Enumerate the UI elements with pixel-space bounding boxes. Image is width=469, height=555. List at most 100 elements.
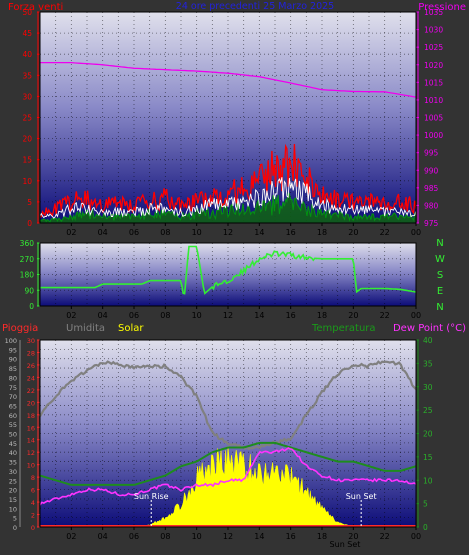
humidity-tick-label: 45: [9, 440, 17, 448]
left-tick-label: 50: [22, 8, 32, 17]
left-tick-label: 5: [27, 198, 32, 207]
temperature-tick-label: 35: [423, 359, 433, 368]
rain-tick-label: 10: [27, 462, 35, 470]
x-tick-label: 00: [411, 532, 421, 541]
left-tick-label: 10: [22, 177, 32, 186]
wind-axis-title: Forza venti: [8, 2, 63, 13]
x-tick-label: 10: [192, 532, 202, 541]
sunrise-label: Sun Rise: [134, 492, 169, 501]
humidity-tick-label: 70: [9, 393, 17, 401]
rain-tick-label: 6: [31, 487, 35, 495]
humidity-tick-label: 55: [9, 421, 17, 429]
rain-tick-label: 20: [27, 399, 35, 407]
x-tick-label: 04: [98, 532, 108, 541]
left-tick-label: 35: [22, 71, 32, 80]
rain-tick-label: 8: [31, 474, 35, 482]
humidity-tick-label: 75: [9, 384, 17, 392]
rain-tick-label: 4: [31, 499, 35, 507]
x-tick-label: 14: [254, 228, 264, 237]
chart-title: 24 ore precedenti 25 Marzo 2025: [176, 1, 334, 12]
humidity-tick-label: 15: [9, 496, 17, 504]
right-tick-label: 1010: [424, 96, 443, 105]
rain-tick-label: 26: [27, 362, 35, 370]
x-tick-label: 08: [160, 532, 170, 541]
temperature-series: [39, 441, 417, 486]
wind-direction-series: [40, 245, 417, 295]
dewpoint-series: [39, 447, 417, 506]
x-tick-label: 08: [160, 311, 170, 320]
rain-axis-title: Pioggia: [2, 323, 38, 334]
x-tick-label: 22: [380, 532, 390, 541]
compass-label: W: [435, 254, 445, 265]
x-tick-label: 06: [129, 532, 139, 541]
left-tick-label: 25: [22, 114, 32, 123]
right-tick-label: 1025: [424, 43, 443, 52]
temperature-tick-label: 5: [423, 500, 428, 509]
x-tick-label: 22: [380, 311, 390, 320]
compass-label: S: [437, 270, 443, 281]
right-tick-label: 1020: [424, 61, 443, 70]
right-tick-label: 1030: [424, 26, 443, 35]
right-tick-label: 975: [424, 219, 439, 228]
x-tick-label: 14: [254, 532, 264, 541]
wind-pressure-panel: 02 04 06 08 10 12 14 16 18 20 22 000510152025303540…: [8, 1, 466, 237]
x-tick-label: 02: [66, 228, 76, 237]
wind-low-series: [39, 191, 417, 224]
x-tick-label: 16: [286, 311, 296, 320]
x-tick-label: 12: [223, 311, 233, 320]
right-tick-label: 1015: [424, 78, 443, 87]
x-tick-label: 18: [317, 228, 327, 237]
x-tick-label: 18: [317, 532, 327, 541]
x-tick-label: 02: [66, 532, 76, 541]
rain-tick-label: 22: [27, 387, 35, 395]
x-tick-label: 20: [348, 532, 358, 541]
humidity-series: [39, 360, 417, 451]
rain-tick-label: 0: [31, 524, 35, 532]
pressure-series: [40, 61, 417, 98]
plot-frame: [39, 11, 417, 224]
temperature-tick-label: 40: [423, 336, 433, 345]
rain-tick-label: 24: [27, 374, 35, 382]
temperature-tick-label: 15: [423, 453, 433, 462]
x-tick-label: 20: [348, 228, 358, 237]
temperature-tick-label: 10: [423, 476, 433, 485]
humidity-tick-label: 65: [9, 402, 17, 410]
humidity-tick-label: 35: [9, 459, 17, 467]
x-tick-label: 00: [411, 228, 421, 237]
x-tick-label: 10: [192, 228, 202, 237]
humidity-tick-label: 30: [9, 468, 17, 476]
sunset-label: Sun Set: [346, 492, 377, 501]
x-tick-label: 16: [286, 532, 296, 541]
temperature-tick-label: 30: [423, 383, 433, 392]
x-tick-label: 10: [192, 311, 202, 320]
right-tick-label: 985: [424, 184, 439, 193]
right-tick-label: 995: [424, 149, 439, 158]
rain-tick-label: 28: [27, 349, 35, 357]
rain-tick-label: 18: [27, 412, 35, 420]
left-tick-label: 20: [22, 135, 32, 144]
solar-axis-title: Solar: [118, 323, 144, 334]
temperature-tick-label: 25: [423, 406, 433, 415]
x-tick-label: 22: [380, 228, 390, 237]
x-tick-label: 00: [411, 311, 421, 320]
humidity-tick-label: 85: [9, 365, 17, 373]
humidity-tick-label: 20: [9, 487, 17, 495]
dewpoint-axis-title: Dew Point (°C): [393, 323, 466, 334]
compass-label: E: [437, 286, 443, 297]
left-tick-label: 15: [22, 156, 32, 165]
temperature-axis-title: Temperatura: [311, 323, 376, 334]
humidity-axis-title: Umidita: [66, 323, 105, 334]
temperature-tick-label: 20: [423, 430, 433, 439]
pressure-axis-title: Pressione: [418, 2, 466, 13]
x-tick-label: 04: [98, 228, 108, 237]
humidity-tick-label: 25: [9, 477, 17, 485]
direction-tick-label: 270: [20, 255, 35, 264]
right-tick-label: 980: [424, 201, 439, 210]
x-tick-label: 08: [160, 228, 170, 237]
sunset-bottom-label: Sun Set: [330, 540, 361, 549]
rain-tick-label: 16: [27, 424, 35, 432]
wind-avg-series: [39, 177, 417, 219]
